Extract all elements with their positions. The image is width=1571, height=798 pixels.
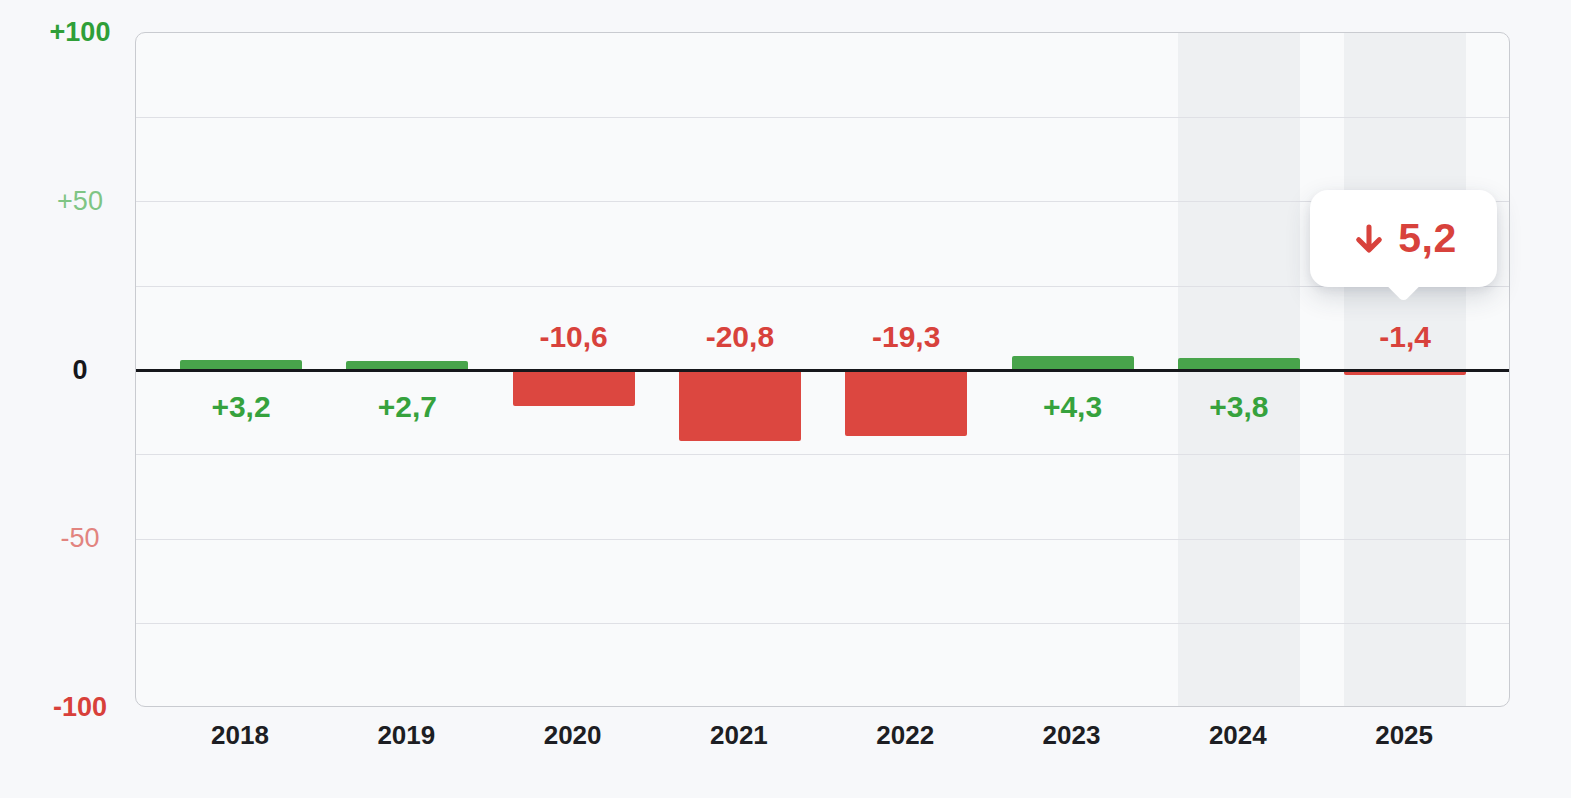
value-tooltip: 5,2: [1310, 190, 1497, 287]
x-axis-label: 2023: [1043, 720, 1101, 751]
grid-line: [136, 117, 1509, 118]
x-axis-label: 2021: [710, 720, 768, 751]
y-tick-label: -100: [15, 692, 145, 723]
bar[interactable]: [845, 371, 967, 436]
bar-value-label: +3,8: [1209, 390, 1268, 424]
bar[interactable]: [513, 371, 635, 407]
bar-value-label: -19,3: [872, 320, 940, 354]
y-tick-label: -50: [15, 523, 145, 554]
bar-value-label: -10,6: [539, 320, 607, 354]
x-axis-label: 2018: [211, 720, 269, 751]
x-axis-label: 2022: [876, 720, 934, 751]
bar-value-label: +3,2: [211, 390, 270, 424]
bar-value-label: -20,8: [706, 320, 774, 354]
plot-area: +3,2 +2,7 -10,6 -20,8 -19,3 +4,3 +3,8 -1,4: [135, 32, 1510, 707]
bar[interactable]: [679, 371, 801, 441]
grid-line: [136, 539, 1509, 540]
y-tick-label: +50: [15, 185, 145, 216]
x-axis-label: 2025: [1375, 720, 1433, 751]
tooltip-value: 5,2: [1398, 215, 1457, 262]
grid-line: [136, 201, 1509, 202]
chart-page: +100+500-50-100 +3,2+2,7-10,6-20,8-19,3+…: [0, 0, 1571, 798]
bar-value-label: +2,7: [378, 390, 437, 424]
grid-line: [136, 454, 1509, 455]
x-axis-label: 2019: [377, 720, 435, 751]
bar-value-label: +4,3: [1043, 390, 1102, 424]
zero-line: [136, 369, 1509, 372]
arrow-down-icon: [1350, 220, 1388, 258]
x-axis-label: 2020: [544, 720, 602, 751]
bar-value-label: -1,4: [1379, 320, 1431, 354]
grid-line: [136, 286, 1509, 287]
x-axis-label: 2024: [1209, 720, 1267, 751]
y-tick-label: 0: [15, 354, 145, 385]
y-tick-label: +100: [15, 17, 145, 48]
grid-line: [136, 623, 1509, 624]
